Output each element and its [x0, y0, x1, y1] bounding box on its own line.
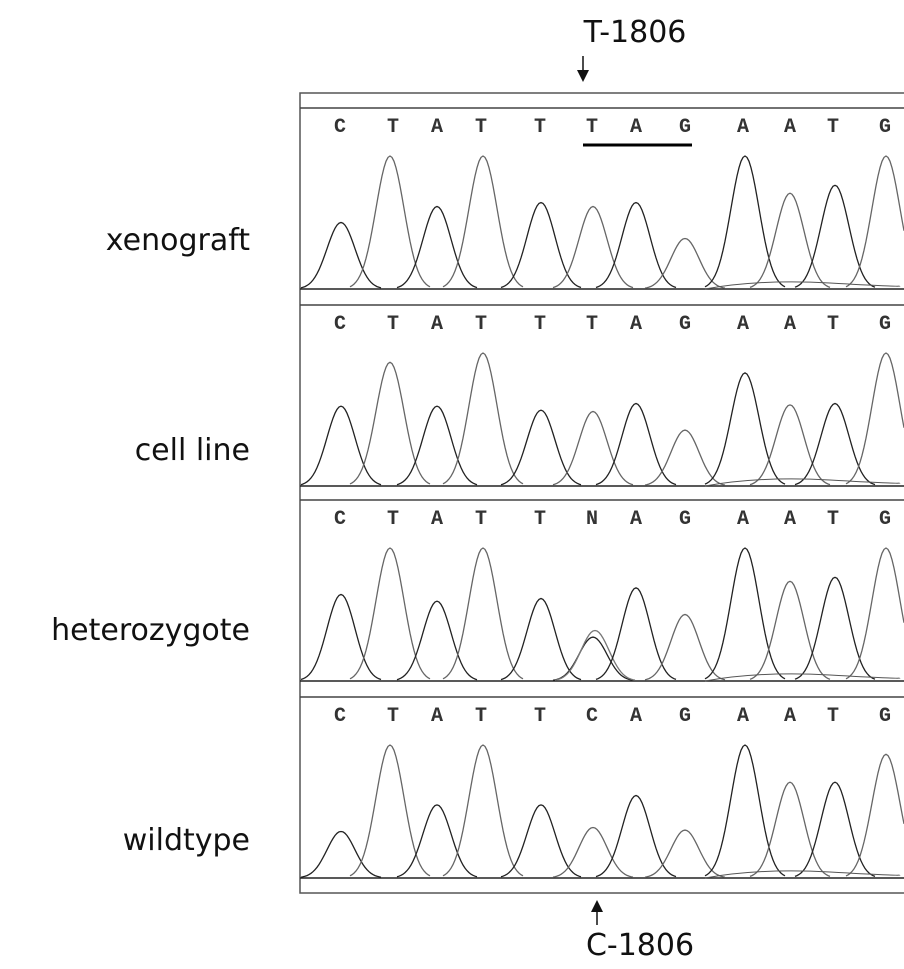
base-call: T: [827, 508, 839, 531]
trace-peak: [750, 782, 830, 876]
base-call: G: [879, 508, 891, 531]
trace-peak: [705, 156, 785, 287]
base-call: T: [475, 508, 487, 531]
trace-peak: [553, 412, 633, 485]
base-call: G: [679, 705, 691, 728]
trace-peak: [397, 805, 477, 877]
trace-peak: [397, 207, 477, 288]
base-call: T: [534, 116, 546, 139]
trace-peak: [795, 577, 875, 679]
base-call: A: [737, 313, 749, 336]
trace-peak: [846, 156, 904, 287]
base-call: A: [737, 705, 749, 728]
base-call: C: [586, 705, 598, 728]
trace-peak: [795, 185, 875, 287]
trace-peak: [596, 796, 676, 877]
trace-peak: [397, 406, 477, 485]
base-call: A: [431, 705, 443, 728]
sample-label: heterozygote: [51, 613, 250, 648]
trace-peak: [846, 353, 904, 484]
trace-peak: [705, 745, 785, 876]
trace-peak: [553, 637, 633, 680]
trace-noise: [705, 282, 900, 289]
base-call: A: [630, 313, 642, 336]
base-call: A: [630, 116, 642, 139]
base-call: G: [879, 705, 891, 728]
arrow-head: [591, 900, 603, 912]
trace-peak: [301, 223, 381, 288]
top-label: T-1806: [583, 15, 687, 50]
trace-peak: [553, 828, 633, 878]
bottom-label: C-1806: [586, 928, 694, 963]
base-call: A: [737, 508, 749, 531]
trace-peak: [846, 754, 904, 876]
base-call: T: [534, 705, 546, 728]
base-call: G: [679, 508, 691, 531]
trace-peak: [553, 207, 633, 288]
base-call: A: [784, 313, 796, 336]
trace-peak: [350, 745, 430, 876]
base-call: A: [630, 705, 642, 728]
trace-peak: [705, 373, 785, 484]
trace-peak: [350, 362, 430, 484]
base-call: T: [586, 313, 598, 336]
base-call: T: [475, 116, 487, 139]
base-call: A: [431, 116, 443, 139]
trace-peak: [596, 588, 676, 680]
sample-label: cell line: [135, 433, 250, 468]
base-call: T: [387, 313, 399, 336]
trace-peak: [705, 548, 785, 679]
base-call: T: [827, 313, 839, 336]
base-call: G: [679, 313, 691, 336]
base-call: G: [879, 313, 891, 336]
sample-label: wildtype: [123, 823, 250, 858]
base-call: C: [334, 705, 346, 728]
trace-peak: [795, 404, 875, 485]
base-call: A: [431, 313, 443, 336]
trace-peak: [443, 548, 523, 679]
base-call: N: [586, 508, 598, 531]
trace-noise: [705, 674, 900, 681]
trace-peak: [443, 745, 523, 876]
base-call: T: [534, 508, 546, 531]
base-call: A: [784, 705, 796, 728]
arrow-head: [577, 70, 589, 82]
base-call: T: [827, 705, 839, 728]
base-call: A: [784, 116, 796, 139]
trace-peak: [795, 782, 875, 876]
frame: [300, 93, 904, 893]
base-call: G: [679, 116, 691, 139]
base-call: T: [387, 116, 399, 139]
base-call: T: [534, 313, 546, 336]
base-call: T: [586, 116, 598, 139]
trace-peak: [443, 353, 523, 484]
base-call: T: [475, 705, 487, 728]
base-call: G: [879, 116, 891, 139]
base-call: A: [431, 508, 443, 531]
trace-peak: [350, 548, 430, 679]
trace-peak: [596, 203, 676, 288]
base-call: C: [334, 313, 346, 336]
base-call: C: [334, 508, 346, 531]
figure: T-1806 C-1806 xenograft C T A T T T A G A A T Gcell …: [0, 0, 904, 969]
trace-peak: [846, 548, 904, 679]
base-call: C: [334, 116, 346, 139]
base-call: T: [387, 705, 399, 728]
base-call: A: [784, 508, 796, 531]
base-call: A: [737, 116, 749, 139]
trace-peak: [301, 832, 381, 878]
base-call: T: [387, 508, 399, 531]
base-call: T: [827, 116, 839, 139]
base-call: A: [630, 508, 642, 531]
trace-peak: [645, 830, 725, 877]
sample-label: xenograft: [106, 223, 250, 258]
trace-peak: [645, 239, 725, 289]
base-call: T: [475, 313, 487, 336]
trace-peak: [397, 601, 477, 680]
trace-peak: [443, 156, 523, 287]
